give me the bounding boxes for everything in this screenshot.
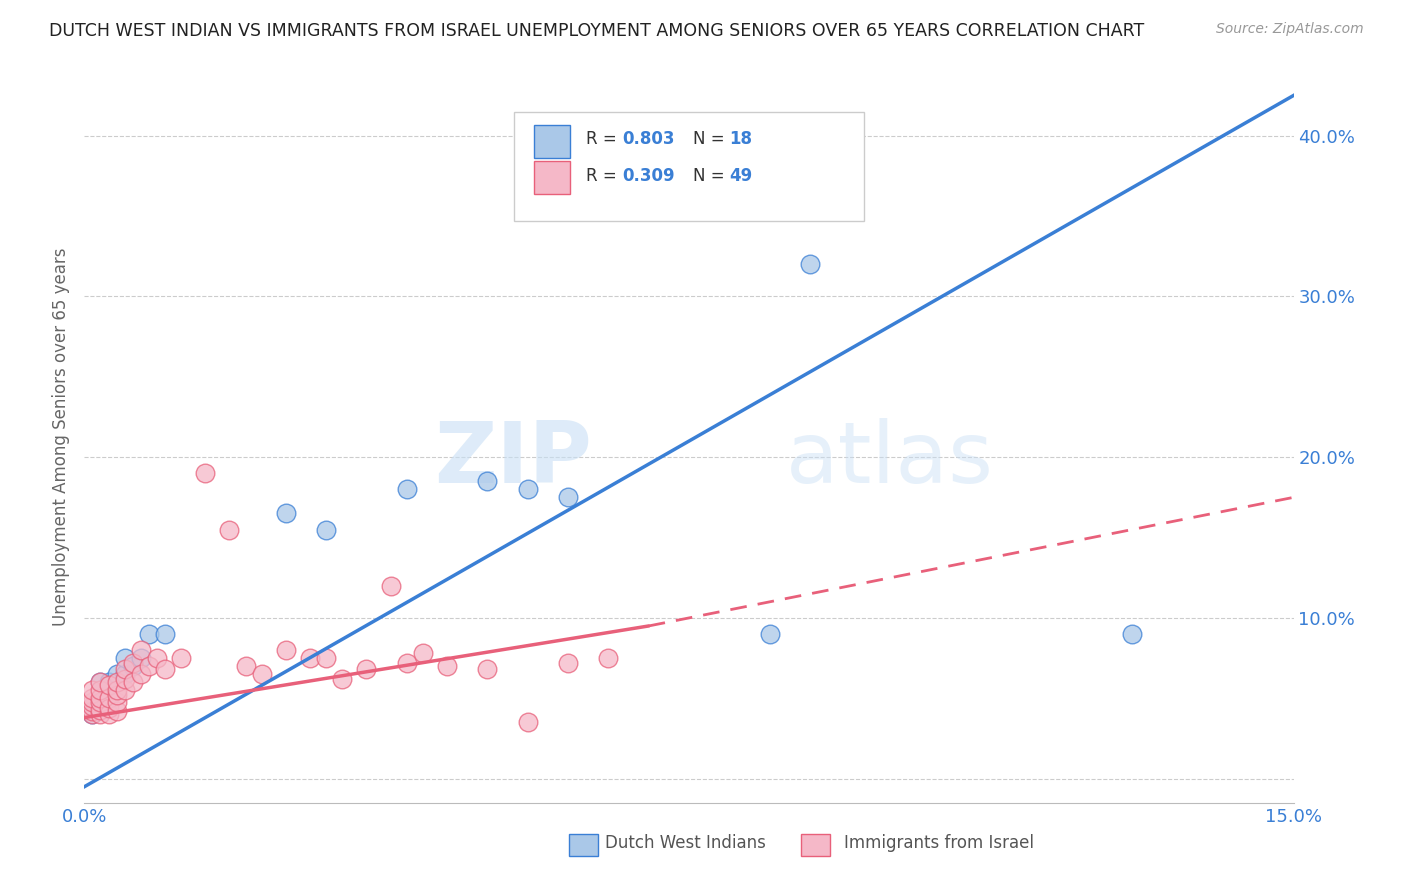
- Point: [105, 688, 128, 702]
- Point: [89, 707, 111, 722]
- Point: [129, 651, 152, 665]
- Point: [557, 491, 579, 505]
- FancyBboxPatch shape: [534, 125, 571, 158]
- Point: [557, 656, 579, 670]
- Point: [97, 701, 120, 715]
- Point: [330, 672, 353, 686]
- Point: [114, 662, 136, 676]
- Point: [114, 667, 136, 681]
- Point: [799, 257, 821, 271]
- Text: DUTCH WEST INDIAN VS IMMIGRANTS FROM ISRAEL UNEMPLOYMENT AMONG SENIORS OVER 65 Y: DUTCH WEST INDIAN VS IMMIGRANTS FROM ISR…: [49, 22, 1144, 40]
- Point: [274, 507, 297, 521]
- Point: [557, 193, 579, 207]
- Point: [82, 704, 104, 718]
- Text: Source: ZipAtlas.com: Source: ZipAtlas.com: [1216, 22, 1364, 37]
- Text: R =: R =: [586, 130, 623, 148]
- Text: 18: 18: [728, 130, 752, 148]
- Point: [380, 579, 402, 593]
- Point: [153, 662, 176, 676]
- Point: [121, 659, 143, 673]
- Text: 0.309: 0.309: [623, 167, 675, 185]
- Point: [89, 675, 111, 690]
- Point: [82, 683, 104, 698]
- Point: [82, 694, 104, 708]
- Point: [105, 694, 128, 708]
- Point: [235, 659, 257, 673]
- Point: [516, 483, 538, 497]
- Point: [114, 672, 136, 686]
- Text: Dutch West Indians: Dutch West Indians: [605, 834, 765, 852]
- Point: [315, 523, 337, 537]
- Point: [250, 667, 273, 681]
- Point: [274, 643, 297, 657]
- Point: [114, 683, 136, 698]
- Point: [97, 678, 120, 692]
- Point: [129, 643, 152, 657]
- Point: [97, 707, 120, 722]
- Point: [97, 691, 120, 706]
- Point: [89, 694, 111, 708]
- Point: [299, 651, 322, 665]
- Point: [412, 646, 434, 660]
- Point: [82, 707, 104, 722]
- Point: [97, 675, 120, 690]
- Point: [89, 702, 111, 716]
- Point: [436, 659, 458, 673]
- Point: [121, 675, 143, 690]
- Point: [598, 651, 620, 665]
- Point: [1121, 627, 1143, 641]
- FancyBboxPatch shape: [534, 161, 571, 194]
- FancyBboxPatch shape: [513, 112, 865, 221]
- Point: [121, 656, 143, 670]
- Text: R =: R =: [586, 167, 623, 185]
- Y-axis label: Unemployment Among Seniors over 65 years: Unemployment Among Seniors over 65 years: [52, 248, 70, 626]
- Point: [105, 667, 128, 681]
- Text: 0.803: 0.803: [623, 130, 675, 148]
- Point: [105, 704, 128, 718]
- Point: [356, 662, 378, 676]
- Point: [477, 475, 499, 489]
- Point: [82, 699, 104, 714]
- Text: atlas: atlas: [786, 417, 994, 500]
- Point: [194, 467, 217, 481]
- Point: [89, 691, 111, 706]
- Point: [138, 627, 160, 641]
- Text: 49: 49: [728, 167, 752, 185]
- Point: [395, 483, 418, 497]
- Point: [170, 651, 193, 665]
- Point: [89, 683, 111, 698]
- Point: [395, 656, 418, 670]
- Text: Immigrants from Israel: Immigrants from Israel: [844, 834, 1033, 852]
- Point: [105, 675, 128, 690]
- Text: N =: N =: [693, 130, 730, 148]
- Point: [516, 715, 538, 730]
- Point: [146, 651, 169, 665]
- Point: [315, 651, 337, 665]
- Text: N =: N =: [693, 167, 730, 185]
- Point: [138, 659, 160, 673]
- Point: [477, 662, 499, 676]
- Point: [758, 627, 780, 641]
- Text: ZIP: ZIP: [434, 417, 592, 500]
- Point: [105, 683, 128, 698]
- Point: [218, 523, 240, 537]
- Point: [114, 651, 136, 665]
- Point: [89, 675, 111, 690]
- Point: [129, 667, 152, 681]
- Point: [82, 691, 104, 706]
- Point: [82, 707, 104, 722]
- Point: [153, 627, 176, 641]
